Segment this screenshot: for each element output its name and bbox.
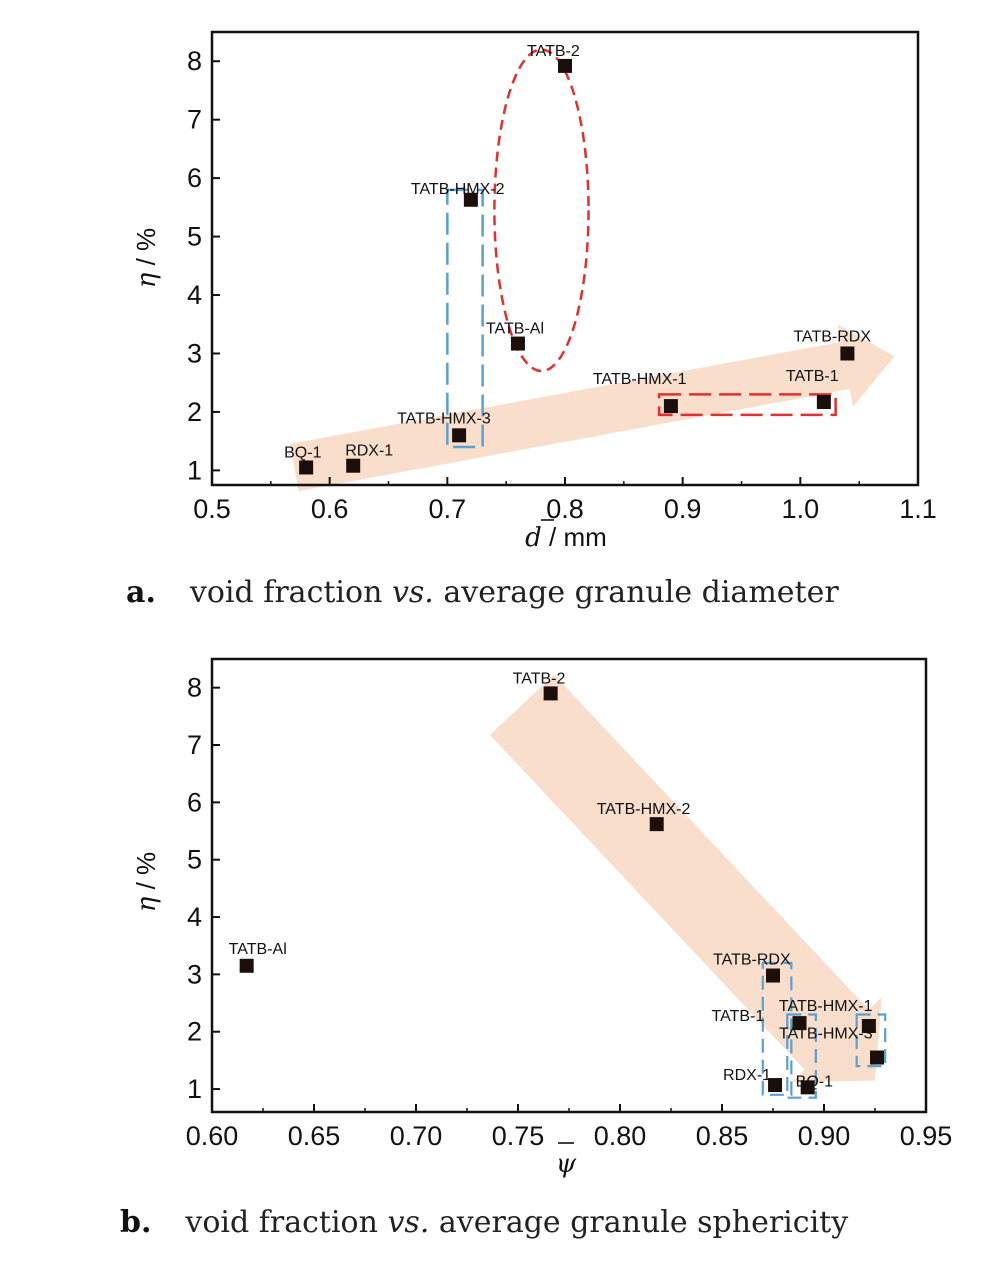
point-label: RDX-1 xyxy=(345,443,393,460)
data-point xyxy=(299,460,314,475)
panel-a-y-axis: 1 2 3 4 5 6 7 8 xyxy=(187,46,220,485)
y-tick-label: 5 xyxy=(187,222,202,252)
point-label: TATB-HMX-3 xyxy=(779,1026,873,1043)
point-label: RDX-1 xyxy=(723,1067,771,1084)
point-label: TATB-HMX-2 xyxy=(411,181,505,198)
y-tick-label: 3 xyxy=(187,959,202,989)
blue-dashed-box xyxy=(761,961,793,1096)
point-label: TATB-2 xyxy=(527,43,580,60)
point-label: TATB-2 xyxy=(513,670,566,687)
point-label: TATB-Al xyxy=(486,321,544,338)
y-tick-label: 5 xyxy=(187,845,202,875)
data-point xyxy=(663,399,678,414)
x-tick-label: 0.6 xyxy=(311,494,349,524)
y-tick-label: 8 xyxy=(187,46,202,76)
data-point xyxy=(766,968,780,983)
data-point xyxy=(346,458,361,473)
point-label: TATB-1 xyxy=(786,368,839,385)
data-point xyxy=(861,1018,876,1033)
point-label: TATB-1 xyxy=(712,1008,765,1025)
x-tick-label: 0.75 xyxy=(492,1121,545,1151)
red-dashed-box xyxy=(657,393,837,417)
panel-a-x-axis: 0.5 0.6 0.7 0.8 0.9 1.0 1.1 xyxy=(193,477,937,524)
x-tick-label: 0.65 xyxy=(288,1121,341,1151)
x-tick-label: 1.1 xyxy=(899,494,937,524)
x-tick-label: 0.70 xyxy=(390,1121,443,1151)
y-tick-label: 7 xyxy=(187,730,202,760)
x-tick-label: 0.60 xyxy=(186,1121,239,1151)
x-tick-label: 0.8 xyxy=(546,494,584,524)
panel-b-x-axis: 0.60 0.65 0.70 0.75 0.80 0.85 0.90 0.95 xyxy=(186,1104,953,1151)
y-tick-label: 6 xyxy=(187,787,202,817)
data-point xyxy=(510,336,525,351)
x-tick-label: 0.9 xyxy=(664,494,702,524)
data-point xyxy=(543,686,558,701)
data-point xyxy=(816,394,831,409)
data-point xyxy=(840,346,855,361)
data-point xyxy=(463,192,478,207)
point-label: TATB-HMX-2 xyxy=(597,801,691,818)
data-point xyxy=(792,1016,807,1031)
panel-b-y-axis: 1 2 3 4 5 6 7 8 xyxy=(187,673,220,1104)
panel-b: 0.60 0.65 0.70 0.75 0.80 0.85 0.90 0.95 1 2 3 4 5 6 7… xyxy=(120,657,953,1240)
panel-b-y-axis-title: η / % xyxy=(131,852,162,912)
point-label: TATB-RDX xyxy=(793,328,871,345)
red-dashed-ellipse xyxy=(493,48,590,373)
panel-a-caption: a. void fraction vs. average granule diam… xyxy=(126,575,839,610)
y-tick-label: 2 xyxy=(187,397,202,427)
blue-dashed-box xyxy=(855,1013,887,1068)
panel-b-annotations xyxy=(490,674,887,1099)
data-point xyxy=(452,428,467,443)
y-tick-label: 8 xyxy=(187,673,202,703)
y-tick-label: 3 xyxy=(187,338,202,368)
panel-b-points: TATB-Al TATB-2 TATB-HMX-2 TATB-RDX TATB-1 TAT… xyxy=(229,670,885,1095)
x-tick-label: 0.95 xyxy=(900,1121,953,1151)
y-tick-label: 2 xyxy=(187,1017,202,1047)
y-tick-label: 6 xyxy=(187,163,202,193)
point-label: TATB-HMX-3 xyxy=(397,410,491,427)
panel-b-x-axis-title: ψ xyxy=(556,1149,577,1179)
y-tick-label: 7 xyxy=(187,105,202,135)
data-point xyxy=(239,958,254,973)
point-label: TATB-Al xyxy=(229,941,287,958)
x-tick-label: 0.85 xyxy=(696,1121,749,1151)
data-point xyxy=(649,817,664,832)
y-tick-label: 4 xyxy=(187,280,202,310)
panel-a-y-axis-title: η / % xyxy=(131,228,162,288)
blue-dashed-box xyxy=(446,188,484,449)
blue-dashed-box xyxy=(786,1013,817,1099)
x-tick-label: 0.90 xyxy=(798,1121,851,1151)
y-tick-label: 1 xyxy=(187,455,202,485)
panel-a: 0.5 0.6 0.7 0.8 0.9 1.0 1.1 1 2 3 4 5 6 7 8 BQ-1 RDX-1… xyxy=(126,30,937,610)
panel-b-caption: b. void fraction vs. average granule sphe… xyxy=(120,1205,848,1240)
point-label: TATB-RDX xyxy=(713,952,791,969)
x-tick-label: 0.80 xyxy=(594,1121,647,1151)
point-label: BQ-1 xyxy=(796,1073,833,1090)
trend-arrow xyxy=(490,674,882,1083)
panel-a-annotations xyxy=(290,48,895,492)
x-tick-label: 0.5 xyxy=(193,494,231,524)
point-label: TATB-HMX-1 xyxy=(593,371,687,388)
x-tick-label: 1.0 xyxy=(782,494,820,524)
y-tick-label: 4 xyxy=(187,902,202,932)
trend-arrow xyxy=(290,324,895,492)
data-point xyxy=(800,1080,815,1095)
y-tick-label: 1 xyxy=(187,1074,202,1104)
panel-a-x-axis-title: d / mm xyxy=(525,522,607,553)
point-label: TATB-HMX-1 xyxy=(779,998,873,1015)
x-tick-label: 0.7 xyxy=(429,494,467,524)
data-point xyxy=(558,58,572,73)
point-label: BQ-1 xyxy=(284,444,321,461)
data-point xyxy=(870,1050,885,1065)
data-point xyxy=(768,1078,783,1093)
